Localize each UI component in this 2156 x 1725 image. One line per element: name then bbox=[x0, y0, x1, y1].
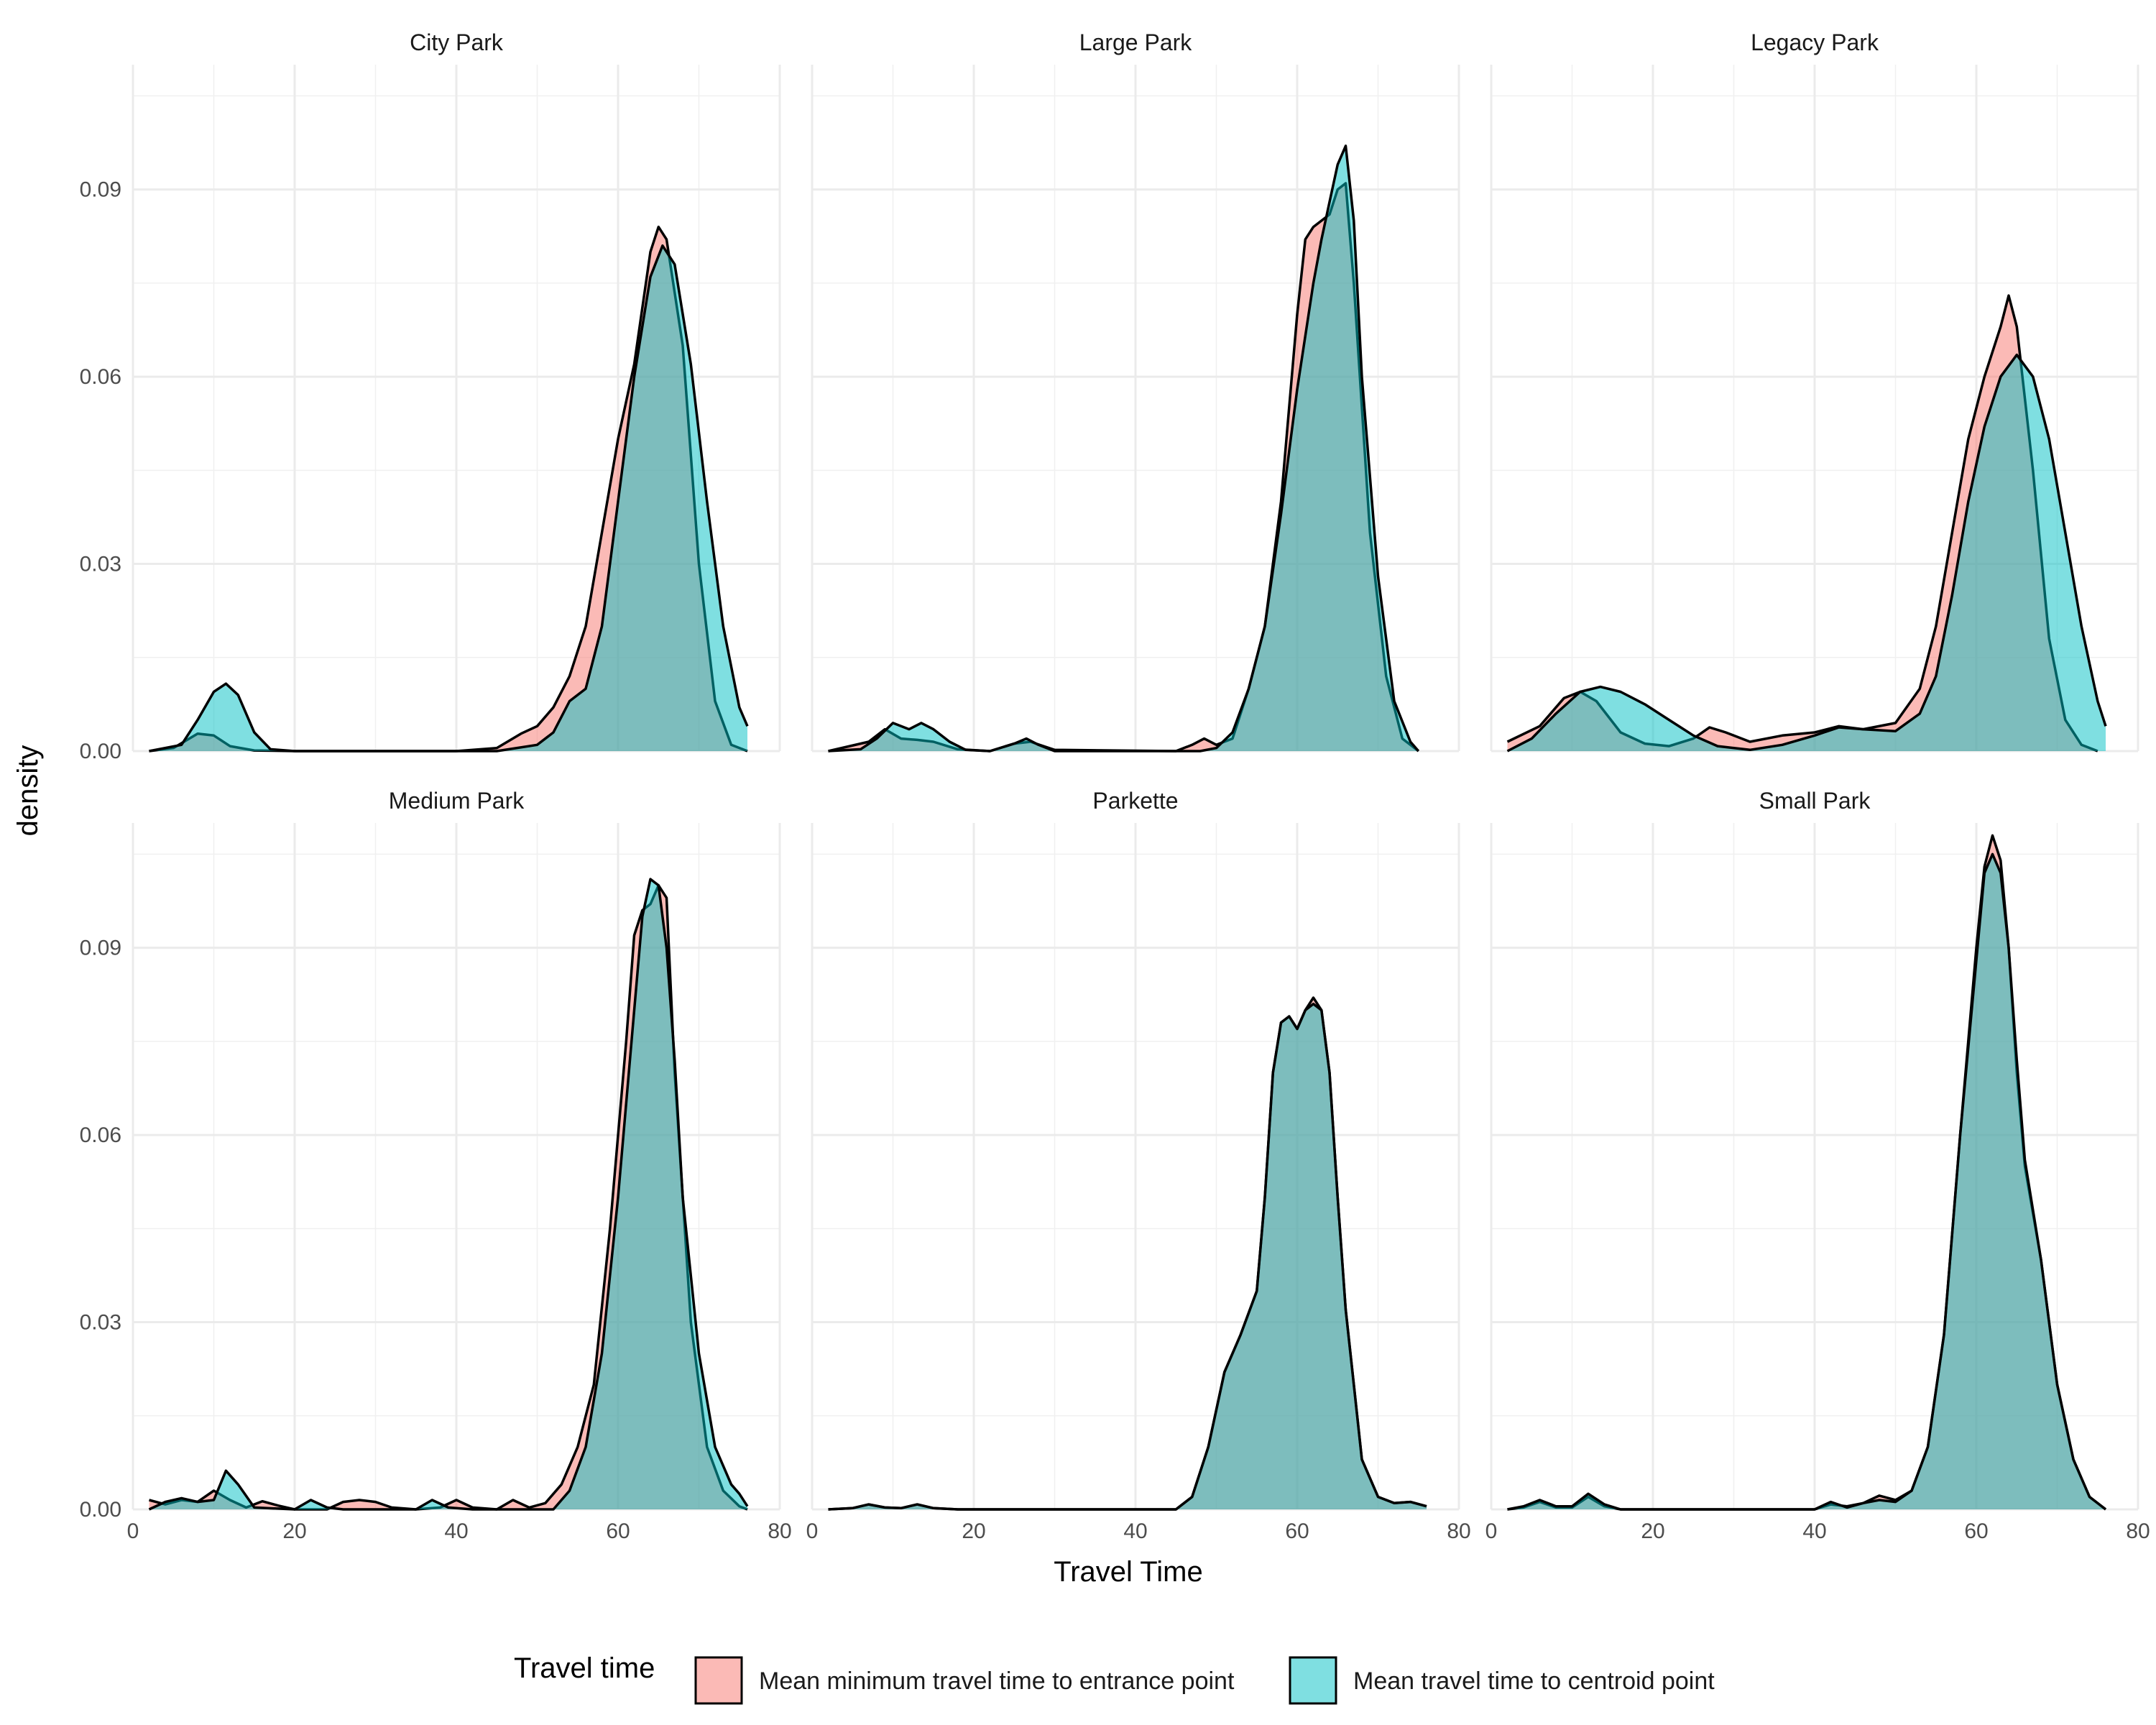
density-area-entrance bbox=[149, 226, 747, 751]
grid-lines bbox=[811, 823, 1460, 1511]
facet-title: Parkette bbox=[1092, 788, 1178, 814]
legend-entry: Mean travel time to centroid point bbox=[1289, 1656, 1715, 1705]
x-tick-label: 60 bbox=[606, 1519, 630, 1543]
density-area-centroid bbox=[149, 245, 747, 751]
facet-panel: Large Park bbox=[811, 29, 1460, 753]
legend-key-swatch bbox=[694, 1656, 743, 1705]
x-tick-label: 0 bbox=[806, 1519, 819, 1543]
y-tick-label: 0.09 bbox=[80, 178, 121, 202]
density-line-centroid bbox=[828, 1003, 1427, 1511]
x-axis-title: Travel Time bbox=[1054, 1556, 1202, 1588]
facet-title: City Park bbox=[410, 29, 504, 55]
facet-panel: Parkette 0 20 40 60 80 bbox=[806, 788, 1471, 1543]
density-area-centroid bbox=[828, 145, 1419, 751]
density-line-centroid bbox=[1506, 353, 2107, 753]
y-axis-title: density bbox=[12, 745, 44, 837]
y-tick-label: 0.00 bbox=[80, 1498, 121, 1522]
facet-title: Small Park bbox=[1759, 788, 1871, 814]
y-tick-label: 0.06 bbox=[80, 1123, 121, 1147]
facet-panel: City Park 0.00 0.03 0.06 0.09 bbox=[80, 29, 781, 763]
facet-panel: Medium Park 0.00 0.03 0.06 0.09 0 20 40 60 80 bbox=[80, 788, 792, 1543]
legend-title: Travel time bbox=[514, 1652, 655, 1684]
x-tick-label: 40 bbox=[444, 1519, 468, 1543]
x-tick-label: 80 bbox=[1447, 1519, 1470, 1543]
legend-label: Mean travel time to centroid point bbox=[1353, 1668, 1715, 1695]
x-tick-label: 20 bbox=[1641, 1519, 1664, 1543]
density-area-centroid bbox=[149, 879, 747, 1509]
legend-key-swatch bbox=[1289, 1656, 1337, 1705]
density-area-centroid bbox=[1507, 854, 2106, 1509]
x-tick-label: 0 bbox=[1485, 1519, 1498, 1543]
y-tick-label: 0.03 bbox=[80, 553, 121, 576]
y-tick-label: 0.06 bbox=[80, 365, 121, 389]
x-tick-label: 20 bbox=[282, 1519, 306, 1543]
x-tick-label: 40 bbox=[1123, 1519, 1147, 1543]
x-tick-label: 40 bbox=[1802, 1519, 1826, 1543]
density-area-centroid bbox=[828, 1003, 1427, 1509]
density-line-centroid bbox=[149, 244, 749, 753]
legend-entry: Mean minimum travel time to entrance poi… bbox=[694, 1656, 1235, 1705]
x-tick-label: 60 bbox=[1285, 1519, 1309, 1543]
x-tick-label: 80 bbox=[768, 1519, 791, 1543]
y-tick-label: 0.00 bbox=[80, 740, 121, 763]
y-tick-label: 0.09 bbox=[80, 937, 121, 960]
facet-panels: City Park 0.00 0.03 0.06 0.09 Large Park Legac… bbox=[80, 29, 2150, 1543]
density-line-centroid bbox=[148, 878, 749, 1511]
y-tick-label: 0.03 bbox=[80, 1311, 121, 1335]
facet-title: Medium Park bbox=[389, 788, 525, 814]
x-tick-label: 20 bbox=[962, 1519, 985, 1543]
facet-title: Legacy Park bbox=[1751, 29, 1879, 55]
x-tick-label: 60 bbox=[1964, 1519, 1988, 1543]
density-line-centroid bbox=[1507, 852, 2107, 1511]
density-area-centroid bbox=[1507, 354, 2106, 751]
legend: Travel time Mean minimum travel time to … bbox=[514, 1652, 1715, 1705]
facet-panel: Legacy Park bbox=[1490, 29, 2139, 753]
x-tick-label: 80 bbox=[2126, 1519, 2150, 1543]
facet-title: Large Park bbox=[1079, 29, 1193, 55]
facet-panel: Small Park 0 20 40 60 80 bbox=[1485, 788, 2150, 1543]
density-line-centroid bbox=[828, 144, 1420, 753]
x-tick-label: 0 bbox=[127, 1519, 139, 1543]
legend-label: Mean minimum travel time to entrance poi… bbox=[759, 1668, 1235, 1695]
